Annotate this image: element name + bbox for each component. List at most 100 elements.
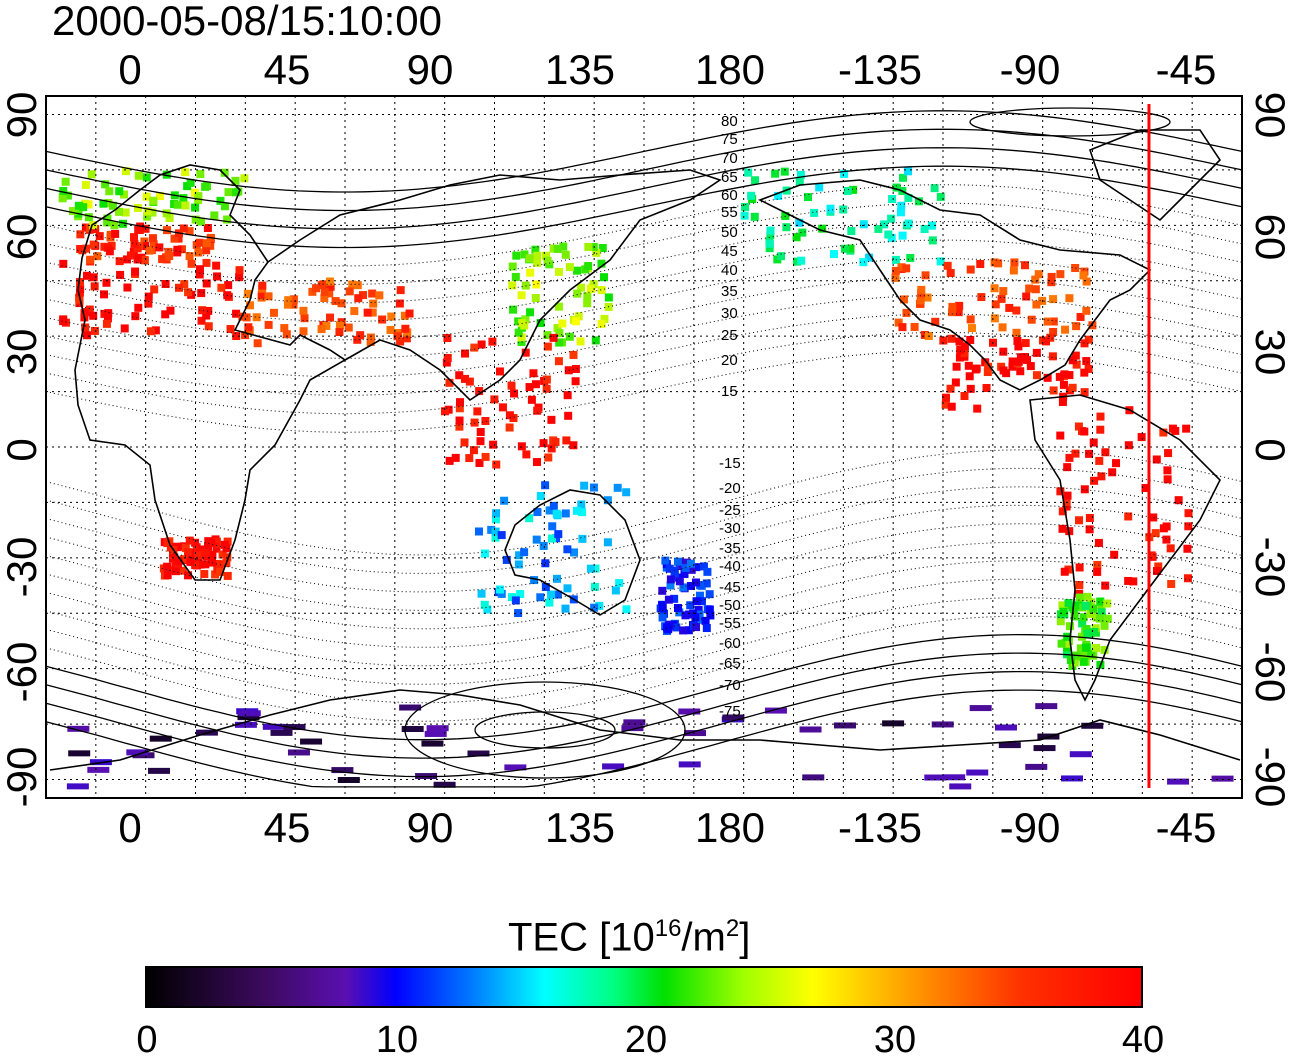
tec-cell bbox=[684, 730, 707, 737]
tec-cell bbox=[955, 301, 964, 310]
tec-cell bbox=[1141, 484, 1150, 493]
tec-cell bbox=[1043, 373, 1052, 382]
colorbar-tick: 30 bbox=[873, 1019, 917, 1061]
tec-cell bbox=[1097, 608, 1106, 617]
tec-cell bbox=[93, 252, 102, 261]
polar-contour bbox=[474, 711, 616, 749]
tec-cell bbox=[1022, 292, 1031, 301]
tec-cell bbox=[826, 204, 835, 213]
tec-cell bbox=[335, 328, 344, 337]
tec-cell bbox=[1164, 449, 1173, 458]
tec-cell bbox=[1184, 509, 1193, 518]
tec-cell bbox=[359, 291, 368, 300]
tec-cell bbox=[299, 327, 308, 336]
tec-cell bbox=[212, 544, 221, 553]
tec-cell bbox=[505, 423, 514, 432]
tec-cell bbox=[1074, 422, 1083, 431]
tec-cell bbox=[1071, 264, 1080, 273]
tec-cell bbox=[622, 605, 631, 614]
left-lat-tick: -90 bbox=[0, 746, 45, 808]
tec-cell bbox=[508, 281, 517, 290]
tec-cell bbox=[1070, 658, 1079, 667]
tec-cell bbox=[119, 190, 128, 199]
tec-cell bbox=[1129, 577, 1138, 586]
tec-cell bbox=[672, 623, 681, 632]
tec-cell bbox=[1025, 763, 1048, 770]
tec-cell bbox=[487, 525, 496, 534]
tec-cell bbox=[426, 725, 449, 732]
tec-cell bbox=[183, 548, 192, 557]
tec-cell bbox=[880, 220, 889, 229]
magnetic-contour bbox=[45, 184, 1243, 267]
tec-cell bbox=[231, 188, 240, 197]
tec-cell bbox=[1075, 516, 1084, 525]
tec-cell bbox=[231, 176, 240, 185]
magnetic-contour bbox=[45, 486, 1243, 593]
tec-cell bbox=[902, 308, 911, 317]
tec-cell bbox=[1063, 491, 1072, 500]
tec-cell bbox=[569, 441, 578, 450]
tec-cell bbox=[63, 191, 72, 200]
contour-label: -45 bbox=[719, 579, 741, 596]
tec-cell bbox=[312, 284, 321, 293]
tec-cell bbox=[402, 334, 411, 343]
tec-cell bbox=[696, 581, 705, 590]
tec-cell bbox=[187, 259, 196, 268]
tec-cell bbox=[991, 300, 1000, 309]
tec-cell bbox=[164, 247, 173, 256]
tec-cell bbox=[481, 416, 490, 425]
tec-cell bbox=[1038, 296, 1047, 305]
tec-cell bbox=[994, 259, 1003, 268]
tec-cell bbox=[401, 324, 410, 333]
tec-cell bbox=[691, 578, 700, 587]
tec-cell bbox=[337, 776, 360, 783]
tec-cell bbox=[170, 234, 179, 243]
tec-cell bbox=[350, 307, 359, 316]
tec-cell bbox=[1162, 535, 1171, 544]
tec-cell bbox=[344, 323, 353, 332]
tec-cell bbox=[469, 446, 478, 455]
tec-cell bbox=[1008, 357, 1017, 366]
tec-cell bbox=[103, 314, 112, 323]
tec-cell bbox=[245, 301, 254, 310]
colorbar-label-main: TEC [10 bbox=[508, 915, 655, 960]
tec-cell bbox=[68, 750, 91, 757]
tec-cell bbox=[530, 576, 539, 585]
tec-cell bbox=[916, 296, 925, 305]
tec-cell bbox=[539, 439, 548, 448]
tec-cell bbox=[998, 323, 1007, 332]
tec-cell bbox=[931, 721, 954, 728]
tec-cell bbox=[966, 769, 989, 776]
tec-cell bbox=[81, 180, 90, 189]
tec-cell bbox=[884, 230, 893, 239]
tec-cell bbox=[896, 208, 905, 217]
contour-label: -30 bbox=[719, 520, 741, 537]
tec-cell bbox=[923, 293, 932, 302]
tec-cell bbox=[564, 366, 573, 375]
top-lon-tick: 90 bbox=[406, 46, 454, 93]
tec-cell bbox=[522, 450, 531, 459]
tec-cell bbox=[1005, 303, 1014, 312]
tec-cell bbox=[165, 252, 174, 261]
tec-cell bbox=[90, 282, 99, 291]
tec-cell bbox=[220, 202, 229, 211]
tec-cell bbox=[574, 312, 583, 321]
colorbar-tick: 10 bbox=[375, 1019, 419, 1061]
tec-cell bbox=[165, 214, 174, 223]
tec-cell bbox=[543, 331, 552, 340]
tec-cell bbox=[966, 265, 975, 274]
magnetic-contour bbox=[45, 652, 1243, 759]
tec-cell bbox=[289, 300, 298, 309]
tec-cell bbox=[664, 625, 673, 634]
tec-cell bbox=[966, 384, 975, 393]
tec-cell bbox=[1089, 604, 1098, 613]
right-lat-tick: -90 bbox=[1247, 746, 1292, 808]
tec-cell bbox=[495, 367, 504, 376]
tec-cell bbox=[771, 169, 780, 178]
tec-cell bbox=[363, 308, 372, 317]
tec-cell bbox=[795, 218, 804, 227]
tec-cell bbox=[1081, 643, 1090, 652]
tec-cell bbox=[1112, 459, 1121, 468]
tec-cell bbox=[181, 168, 190, 177]
tec-cell bbox=[1086, 609, 1095, 618]
